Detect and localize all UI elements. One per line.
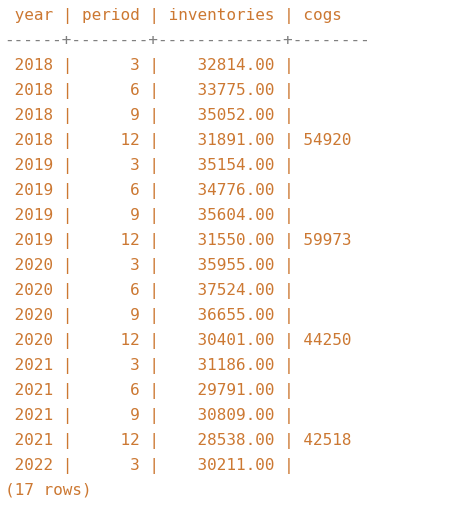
Text: 2018 |      9 |    35052.00 |: 2018 | 9 | 35052.00 | xyxy=(5,108,293,124)
Text: year | period | inventories | cogs: year | period | inventories | cogs xyxy=(5,8,341,24)
Text: 2018 |      3 |    32814.00 |: 2018 | 3 | 32814.00 | xyxy=(5,58,293,74)
Text: 2019 |     12 |    31550.00 | 59973: 2019 | 12 | 31550.00 | 59973 xyxy=(5,233,351,249)
Text: 2018 |     12 |    31891.00 | 54920: 2018 | 12 | 31891.00 | 54920 xyxy=(5,133,351,149)
Text: 2019 |      6 |    34776.00 |: 2019 | 6 | 34776.00 | xyxy=(5,183,293,199)
Text: (17 rows): (17 rows) xyxy=(5,483,91,498)
Text: 2021 |      6 |    29791.00 |: 2021 | 6 | 29791.00 | xyxy=(5,383,293,399)
Text: 2020 |      3 |    35955.00 |: 2020 | 3 | 35955.00 | xyxy=(5,258,293,274)
Text: 2019 |      9 |    35604.00 |: 2019 | 9 | 35604.00 | xyxy=(5,208,293,224)
Text: 2021 |      9 |    30809.00 |: 2021 | 9 | 30809.00 | xyxy=(5,408,293,424)
Text: 2020 |     12 |    30401.00 | 44250: 2020 | 12 | 30401.00 | 44250 xyxy=(5,333,351,349)
Text: 2018 |      6 |    33775.00 |: 2018 | 6 | 33775.00 | xyxy=(5,83,293,99)
Text: 2020 |      9 |    36655.00 |: 2020 | 9 | 36655.00 | xyxy=(5,308,293,324)
Text: 2020 |      6 |    37524.00 |: 2020 | 6 | 37524.00 | xyxy=(5,283,293,299)
Text: 2021 |      3 |    31186.00 |: 2021 | 3 | 31186.00 | xyxy=(5,357,293,373)
Text: 2022 |      3 |    30211.00 |: 2022 | 3 | 30211.00 | xyxy=(5,458,293,473)
Text: 2021 |     12 |    28538.00 | 42518: 2021 | 12 | 28538.00 | 42518 xyxy=(5,433,351,449)
Text: 2019 |      3 |    35154.00 |: 2019 | 3 | 35154.00 | xyxy=(5,157,293,174)
Text: ------+--------+-------------+--------: ------+--------+-------------+-------- xyxy=(5,33,370,48)
